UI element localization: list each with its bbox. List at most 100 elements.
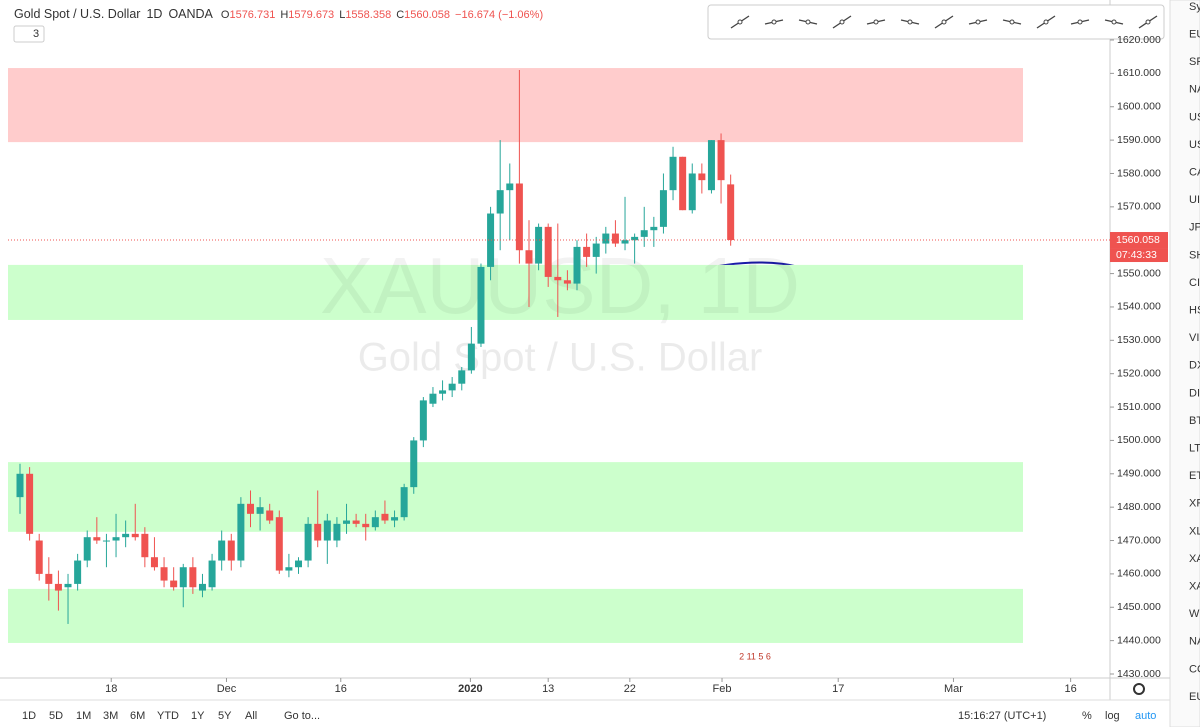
axis-option[interactable]: log: [1105, 710, 1120, 722]
y-tick-label: 1430.000: [1117, 668, 1161, 680]
watchlist-item[interactable]: XA: [1189, 581, 1200, 593]
candle-body: [707, 140, 715, 191]
watchlist-item[interactable]: US: [1189, 111, 1200, 123]
tool-icon-node[interactable]: [1145, 19, 1151, 25]
watchlist-item[interactable]: CI: [1189, 277, 1200, 289]
range-button[interactable]: 5Y: [218, 710, 232, 722]
watchlist-item[interactable]: SH: [1189, 249, 1200, 261]
candle-body: [93, 537, 101, 541]
range-button[interactable]: 3M: [103, 710, 118, 722]
watchlist-item[interactable]: XA: [1189, 553, 1200, 565]
y-tick-label: 1540.000: [1117, 301, 1161, 313]
watchlist-item[interactable]: SP: [1189, 56, 1200, 68]
candle-body: [26, 473, 34, 534]
candle-body: [45, 573, 53, 584]
watchlist-item[interactable]: JP: [1189, 222, 1200, 234]
goto-button[interactable]: Go to...: [284, 710, 320, 722]
range-button[interactable]: 5D: [49, 710, 63, 722]
y-tick-label: 1570.000: [1117, 201, 1161, 213]
watchlist-item[interactable]: DI: [1189, 387, 1200, 399]
watchlist-item[interactable]: W: [1189, 608, 1200, 620]
watchlist-item[interactable]: XL: [1189, 525, 1200, 537]
watchlist-item[interactable]: CA: [1189, 167, 1200, 179]
watchlist-item[interactable]: UI: [1189, 194, 1200, 206]
ohlc-value: 1558.358: [345, 9, 391, 21]
watchlist-item[interactable]: NA: [1189, 636, 1200, 648]
indicator-toggle[interactable]: [13, 25, 45, 43]
title: Gold Spot / U.S. Dollar: [14, 7, 140, 21]
candle-body: [295, 560, 303, 568]
tool-icon-node[interactable]: [975, 19, 981, 25]
watchlist-item[interactable]: EU: [1189, 691, 1200, 703]
watchlist-item[interactable]: NA: [1189, 84, 1200, 96]
candle-body: [727, 184, 735, 241]
interval: 1D: [146, 7, 162, 21]
range-button[interactable]: All: [245, 710, 257, 722]
candle-body: [563, 280, 571, 284]
candle-body: [64, 583, 72, 588]
candle-body: [698, 173, 706, 181]
axis-option[interactable]: %: [1082, 710, 1092, 722]
watchlist-item[interactable]: BT: [1189, 415, 1200, 427]
tool-icon-node[interactable]: [873, 19, 879, 25]
x-tick-label: 13: [542, 683, 554, 695]
watchlist-item[interactable]: HS: [1189, 305, 1200, 317]
tool-icon-node[interactable]: [805, 19, 811, 25]
watchlist-item[interactable]: ET: [1189, 470, 1200, 482]
tool-icon-node[interactable]: [1009, 19, 1015, 25]
range-button[interactable]: YTD: [157, 710, 179, 722]
settings-icon[interactable]: [1133, 683, 1145, 695]
tool-icon-node[interactable]: [941, 19, 947, 25]
y-tick-label: 1440.000: [1117, 634, 1161, 646]
range-button[interactable]: 1D: [22, 710, 36, 722]
candle-body: [525, 250, 533, 264]
watchlist-item[interactable]: LT: [1189, 443, 1200, 455]
tool-icon-node[interactable]: [1077, 19, 1083, 25]
x-tick-label: 17: [832, 683, 844, 695]
tool-icon-node[interactable]: [1111, 19, 1117, 25]
candle-body: [535, 226, 543, 264]
y-tick-label: 1490.000: [1117, 468, 1161, 480]
x-tick-label: Mar: [944, 683, 963, 695]
candle-body: [573, 246, 581, 284]
candle-body: [150, 557, 158, 568]
candle-body: [381, 513, 389, 521]
watchlist-item[interactable]: DX: [1189, 360, 1200, 372]
axis-option[interactable]: auto: [1135, 710, 1156, 722]
watchlist-item[interactable]: VI: [1189, 332, 1199, 344]
candle-body: [304, 523, 312, 561]
x-tick-label: 18: [105, 683, 117, 695]
candle-body: [467, 343, 475, 371]
tool-icon-node[interactable]: [771, 19, 777, 25]
candle-body: [275, 517, 283, 571]
candle-body: [237, 503, 245, 561]
candle-body: [352, 520, 360, 524]
watchlist-item[interactable]: Sy: [1189, 1, 1200, 13]
tool-icon-node[interactable]: [839, 19, 845, 25]
tool-icon-node[interactable]: [907, 19, 913, 25]
candle-body: [266, 510, 274, 521]
watchlist-item[interactable]: US: [1189, 139, 1200, 151]
x-tick-label: 16: [1065, 683, 1077, 695]
source: OANDA: [168, 7, 213, 21]
range-button[interactable]: 6M: [130, 710, 145, 722]
candle-body: [122, 533, 130, 538]
countdown-text: 07:43:33: [1116, 249, 1157, 261]
candle-body: [477, 266, 485, 344]
candle-body: [227, 540, 235, 561]
range-button[interactable]: 1Y: [191, 710, 205, 722]
candle-body: [160, 567, 168, 581]
watchlist-item[interactable]: CO: [1189, 663, 1200, 675]
watchlist-item[interactable]: EU: [1189, 29, 1200, 41]
tool-icon-node[interactable]: [1043, 19, 1049, 25]
candle-body: [391, 517, 399, 521]
y-tick-label: 1600.000: [1117, 101, 1161, 113]
y-tick-label: 1610.000: [1117, 67, 1161, 79]
range-button[interactable]: 1M: [76, 710, 91, 722]
candle-body: [487, 213, 495, 267]
x-tick-label: 16: [335, 683, 347, 695]
tool-icon-node[interactable]: [737, 19, 743, 25]
x-tick-label: 22: [624, 683, 636, 695]
watchlist-item[interactable]: XF: [1189, 498, 1200, 510]
candle-body: [592, 243, 600, 257]
